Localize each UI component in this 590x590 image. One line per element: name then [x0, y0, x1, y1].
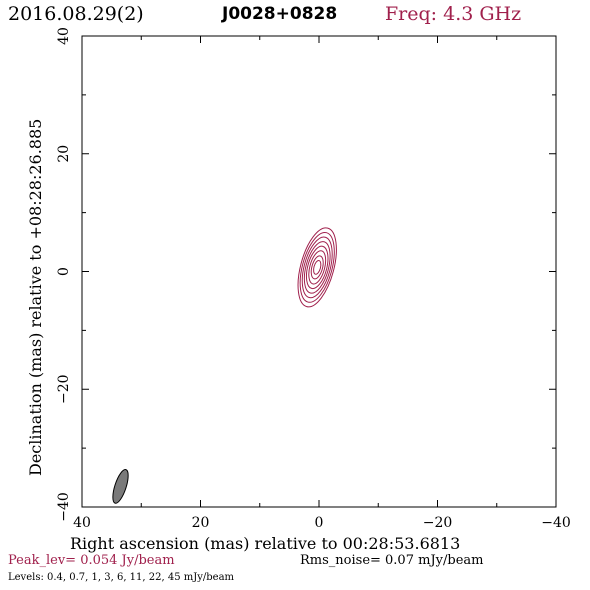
x-tick-label-4: −40 [541, 515, 571, 531]
y-tick-label-4: 40 [56, 27, 72, 45]
contour-level-1 [299, 231, 335, 303]
x-axis-label: Right ascension (mas) relative to 00:28:… [70, 534, 460, 553]
frequency-label: Freq: 4.3 GHz [385, 3, 522, 25]
axis-tick-labels: 40 20 0 −20 −40 −40 −20 0 20 40 [56, 27, 571, 531]
rms-noise: Rms_noise= 0.07 mJy/beam [300, 553, 484, 568]
contour-level-3 [303, 241, 331, 294]
beam-ellipse [112, 469, 129, 504]
y-tick-label-3: 20 [56, 145, 72, 163]
contour-level-5 [308, 250, 327, 285]
contour-level-0 [297, 227, 337, 308]
x-tick-label-3: −20 [423, 515, 453, 531]
beam-group [112, 469, 129, 504]
y-tick-label-1: −20 [56, 374, 72, 404]
contour-group [297, 227, 337, 308]
y-axis-label: Declination (mas) relative to +08:28:26.… [26, 119, 45, 476]
observation-date: 2016.08.29(2) [8, 3, 144, 25]
contour-levels: Levels: 0.4, 0.7, 1, 3, 6, 11, 22, 45 mJ… [8, 572, 235, 583]
contour-level-7 [313, 260, 322, 275]
y-tick-label-0: −40 [56, 492, 72, 522]
contour-level-6 [310, 255, 324, 280]
axis-ticks [81, 35, 557, 508]
source-name: J0028+0828 [222, 4, 338, 24]
x-tick-label-1: 20 [192, 515, 210, 531]
x-tick-label-2: 0 [315, 515, 324, 531]
peak-level: Peak_lev= 0.054 Jy/beam [8, 553, 175, 568]
contour-level-4 [305, 245, 329, 290]
x-tick-label-0: 40 [73, 515, 91, 531]
contour-level-2 [301, 236, 333, 299]
y-tick-label-2: 0 [56, 267, 72, 276]
